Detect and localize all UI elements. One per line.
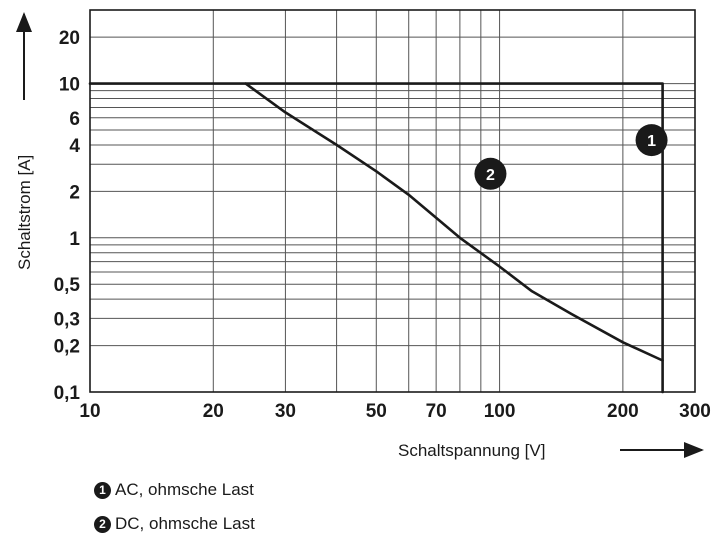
x-tick-label: 100 (484, 401, 516, 422)
x-tick-label: 200 (607, 401, 639, 422)
x-tick-label: 50 (366, 401, 387, 422)
series-line-2 (244, 82, 664, 362)
series-layer: 12 (88, 82, 668, 394)
legend-item-ac: 1 AC, ohmsche Last (94, 480, 254, 500)
y-tick-label: 0,2 (54, 337, 80, 358)
x-tick-label: 70 (426, 401, 447, 422)
series-marker-2 (474, 157, 507, 190)
series-marker-1 (635, 124, 668, 157)
series-marker-label-2: 2 (486, 167, 495, 184)
series-marker-label-1: 1 (647, 133, 656, 150)
y-tick-label: 0,1 (54, 383, 81, 404)
legend-label-dc: DC, ohmsche Last (115, 514, 255, 533)
x-tick-label: 30 (275, 401, 296, 422)
y-tick-label: 1 (69, 229, 80, 250)
y-tick-label: 0,5 (54, 275, 81, 296)
series-line-1 (88, 82, 664, 394)
y-tick-label: 10 (59, 75, 80, 96)
x-tick-label: 10 (79, 401, 100, 422)
x-tick-label: 300 (679, 401, 711, 422)
y-axis-label: Schaltstrom [A] (15, 155, 34, 270)
x-tick-label: 20 (203, 401, 224, 422)
marker-1-icon: 1 (94, 481, 111, 499)
legend-label-ac: AC, ohmsche Last (115, 480, 254, 499)
y-tick-label: 6 (69, 109, 80, 130)
y-tick-label: 2 (69, 182, 80, 203)
x-axis-label: Schaltspannung [V] (398, 441, 545, 460)
y-tick-label: 0,3 (54, 309, 80, 330)
y-tick-label: 20 (59, 28, 80, 49)
y-tick-label: 4 (69, 136, 80, 157)
legend-item-dc: 2 DC, ohmsche Last (94, 514, 255, 534)
plot-frame (89, 9, 696, 393)
marker-2-icon: 2 (94, 515, 111, 533)
grid (90, 10, 695, 392)
